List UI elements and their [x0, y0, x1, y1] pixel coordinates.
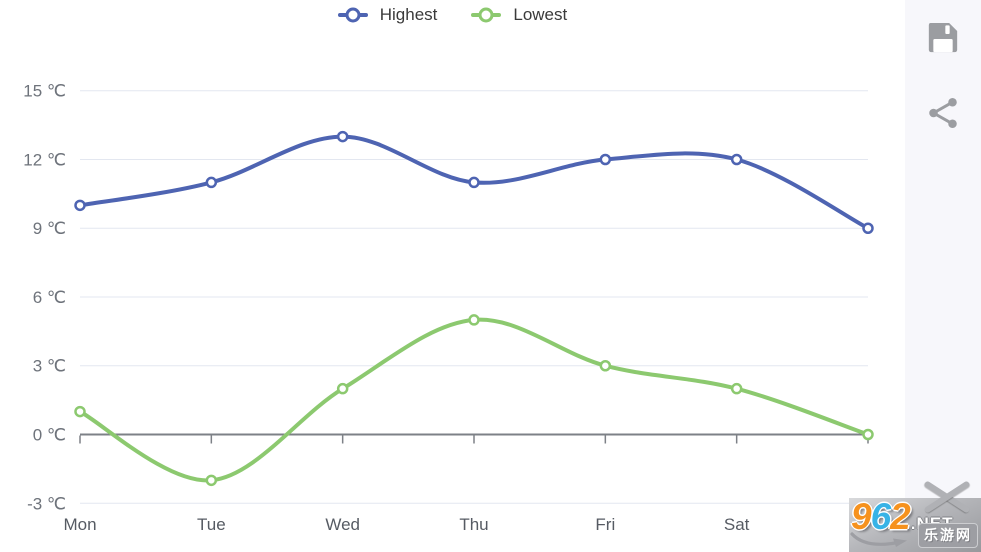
svg-text:9 ℃: 9 ℃: [33, 219, 66, 238]
svg-text:Mon: Mon: [63, 515, 96, 534]
legend-label-lowest: Lowest: [513, 5, 568, 24]
data-point-lowest[interactable]: [599, 359, 612, 372]
temperature-line-chart: 15 ℃ 12 ℃ 9 ℃ 6 ℃ 3 ℃ 0 ℃ -3 ℃ Mon Tue Wed Thu Fri S…: [23, 82, 874, 534]
side-toolbar: [905, 0, 981, 552]
share-button[interactable]: [921, 91, 965, 135]
share-icon: [929, 97, 957, 129]
svg-text:12 ℃: 12 ℃: [23, 150, 66, 169]
svg-text:15 ℃: 15 ℃: [23, 82, 66, 101]
y-axis-labels: 15 ℃ 12 ℃ 9 ℃ 6 ℃ 3 ℃ 0 ℃ -3 ℃: [23, 82, 66, 514]
data-point-highest[interactable]: [599, 153, 612, 166]
data-point-highest[interactable]: [74, 199, 86, 212]
x-axis: [79, 433, 869, 444]
watermark-site-name: 乐游网: [918, 523, 978, 548]
save-icon: [928, 23, 958, 53]
svg-text:-3 ℃: -3 ℃: [27, 494, 66, 513]
series-lowest: [74, 314, 874, 487]
data-point-highest[interactable]: [205, 176, 218, 189]
data-point-lowest[interactable]: [730, 382, 743, 395]
x-axis-labels: Mon Tue Wed Thu Fri Sat: [63, 515, 749, 534]
watermark-digit-6: 6: [870, 496, 892, 537]
svg-text:Fri: Fri: [595, 515, 615, 534]
data-point-lowest[interactable]: [862, 428, 874, 441]
svg-text:3 ℃: 3 ℃: [33, 357, 66, 376]
watermark-digit-2: 2: [890, 496, 911, 537]
highest-series-marker-icon: [337, 7, 368, 23]
watermark-swoosh-icon: [850, 532, 907, 547]
legend-item-highest[interactable]: Highest: [337, 5, 438, 25]
svg-text:Thu: Thu: [459, 515, 488, 534]
watermark-text: 9 6 2 .NET: [851, 498, 953, 536]
data-point-lowest[interactable]: [336, 382, 349, 395]
watermark-962net-logo: 9 6 2 .NET 乐游网: [849, 480, 981, 552]
data-point-highest[interactable]: [730, 153, 743, 166]
lowest-series-marker-icon: [471, 7, 502, 23]
data-point-lowest[interactable]: [205, 474, 218, 487]
series-highest: [74, 130, 874, 234]
svg-text:6 ℃: 6 ℃: [33, 288, 66, 307]
save-button[interactable]: [921, 16, 965, 60]
watermark-digit-9: 9: [851, 496, 872, 537]
data-point-highest[interactable]: [862, 222, 874, 234]
data-point-highest[interactable]: [336, 130, 349, 143]
chart-legend: Highest Lowest: [0, 5, 905, 25]
gridlines: [80, 90, 868, 504]
data-point-lowest[interactable]: [74, 405, 86, 418]
data-point-highest[interactable]: [468, 176, 480, 189]
svg-text:0 ℃: 0 ℃: [33, 426, 66, 445]
data-point-lowest[interactable]: [468, 314, 480, 326]
legend-label-highest: Highest: [379, 5, 438, 24]
svg-text:Wed: Wed: [325, 515, 360, 534]
svg-text:Tue: Tue: [197, 515, 226, 534]
svg-text:Sat: Sat: [724, 515, 750, 534]
legend-item-lowest[interactable]: Lowest: [471, 5, 567, 25]
